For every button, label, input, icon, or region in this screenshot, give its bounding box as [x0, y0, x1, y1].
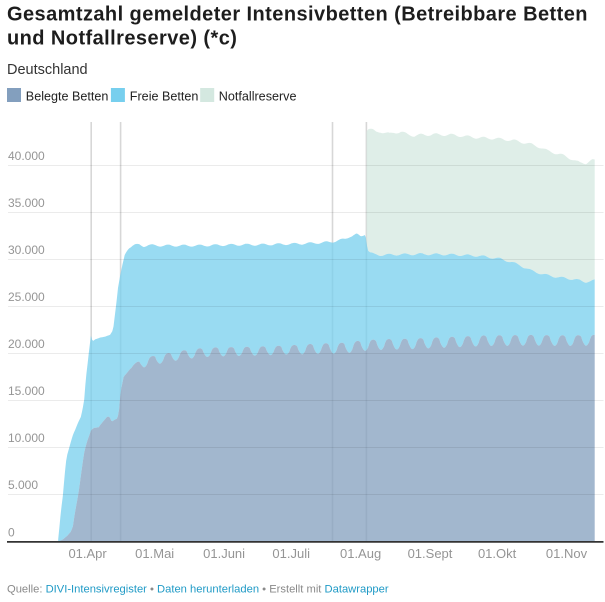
svg-text:25.000: 25.000	[8, 290, 45, 304]
svg-text:15.000: 15.000	[8, 384, 45, 398]
svg-text:35.000: 35.000	[8, 196, 45, 210]
svg-text:10.000: 10.000	[8, 431, 45, 445]
svg-text:01.Aug: 01.Aug	[340, 546, 381, 561]
svg-text:Notfallreserve: Notfallreserve	[219, 90, 297, 104]
svg-text:0: 0	[8, 525, 15, 539]
svg-text:20.000: 20.000	[8, 337, 45, 351]
svg-text:5.000: 5.000	[8, 478, 38, 492]
svg-text:01.Juli: 01.Juli	[272, 546, 310, 561]
svg-text:Deutschland: Deutschland	[7, 62, 88, 78]
svg-text:01.Okt: 01.Okt	[478, 546, 517, 561]
svg-text:Freie Betten: Freie Betten	[130, 90, 199, 104]
svg-text:30.000: 30.000	[8, 243, 45, 257]
svg-text:40.000: 40.000	[8, 149, 45, 163]
svg-text:Gesamtzahl gemeldeter Intensiv: Gesamtzahl gemeldeter Intensivbetten (Be…	[7, 4, 588, 26]
svg-text:01.Nov: 01.Nov	[546, 546, 588, 561]
svg-text:Belegte Betten: Belegte Betten	[26, 90, 109, 104]
svg-text:01.Juni: 01.Juni	[203, 546, 245, 561]
svg-text:Quelle: DIVI-Intensivregister: Quelle: DIVI-Intensivregister • Daten he…	[7, 583, 389, 595]
svg-text:01.Apr: 01.Apr	[68, 546, 107, 561]
svg-text:und Notfallreserve) (*c): und Notfallreserve) (*c)	[7, 28, 237, 50]
svg-text:01.Mai: 01.Mai	[135, 546, 174, 561]
svg-text:01.Sept: 01.Sept	[408, 546, 453, 561]
